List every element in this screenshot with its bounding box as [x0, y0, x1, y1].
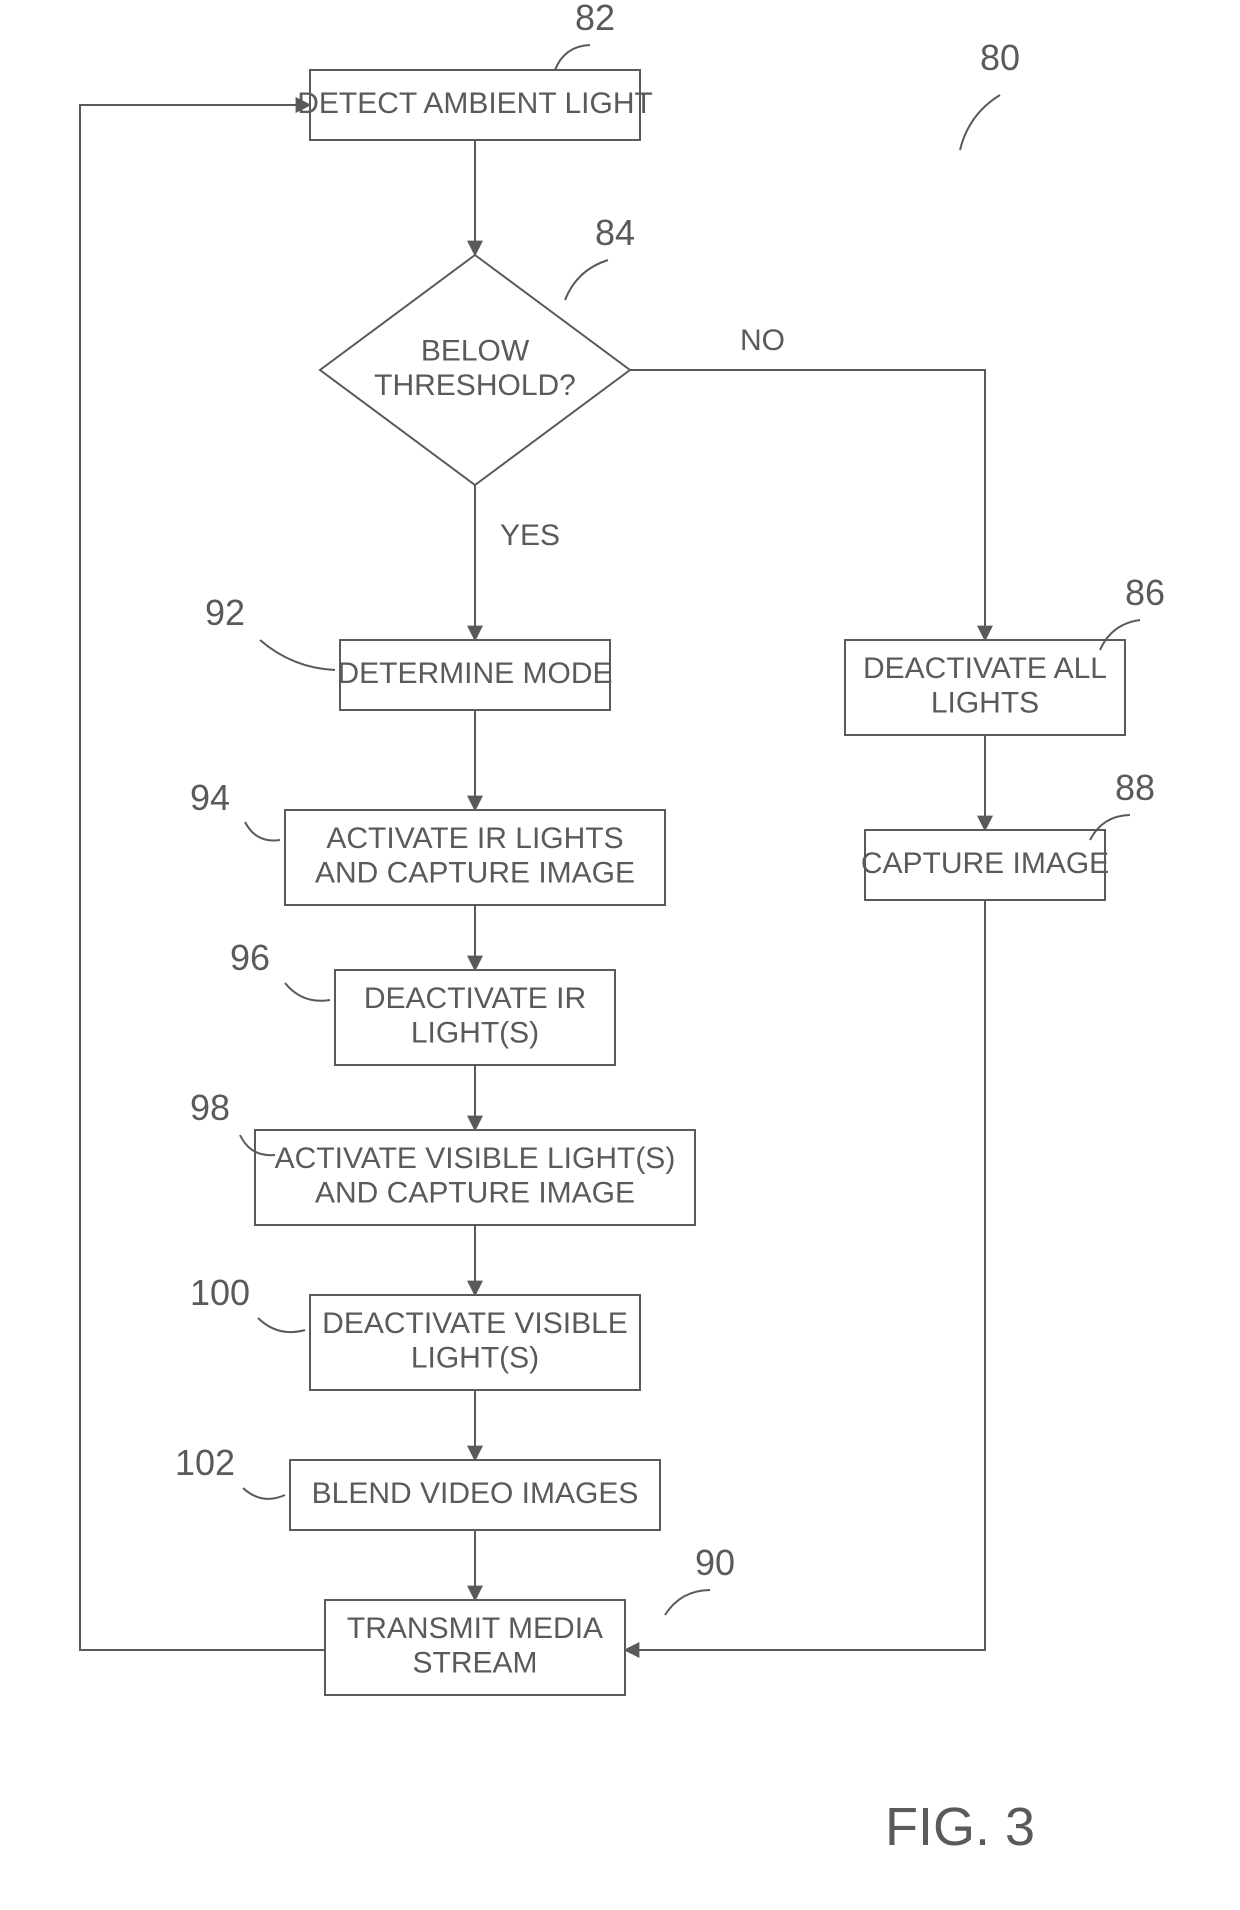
leader-92 — [260, 640, 335, 670]
box-b88-text: CAPTURE IMAGE — [861, 847, 1109, 880]
box-b94-text: ACTIVATE IR LIGHTS — [326, 822, 623, 855]
refnum-84: 84 — [595, 212, 635, 253]
leader-94 — [245, 822, 280, 840]
leader-84 — [565, 260, 608, 300]
decision-text: BELOW — [421, 335, 530, 368]
box-b86: DEACTIVATE ALLLIGHTS — [845, 640, 1125, 735]
leader-100 — [258, 1318, 305, 1332]
box-b90: TRANSMIT MEDIASTREAM — [325, 1600, 625, 1695]
leader-102 — [243, 1488, 285, 1499]
refnum-98: 98 — [190, 1087, 230, 1128]
edge-b88-b90 — [625, 900, 985, 1650]
leader-96 — [285, 983, 330, 1001]
box-b100-text: DEACTIVATE VISIBLE — [322, 1307, 628, 1340]
edge-label-yes: YES — [500, 519, 560, 552]
leader-80 — [960, 95, 1000, 150]
refnum-80: 80 — [980, 37, 1020, 78]
figure-label: FIG. 3 — [885, 1797, 1035, 1857]
process-boxes: DETECT AMBIENT LIGHT DETERMINE MODE ACTIVA… — [255, 70, 1125, 1695]
box-b98-text: ACTIVATE VISIBLE LIGHT(S) — [275, 1142, 676, 1175]
decision-text: THRESHOLD? — [374, 369, 576, 402]
box-b100-text: LIGHT(S) — [411, 1342, 539, 1375]
box-b98: ACTIVATE VISIBLE LIGHT(S)AND CAPTURE IMA… — [255, 1130, 695, 1225]
box-b92-text: DETERMINE MODE — [337, 657, 612, 690]
refnum-96: 96 — [230, 937, 270, 978]
leader-82 — [555, 45, 590, 70]
edge-d84-b86 — [630, 370, 985, 640]
box-b94-text: AND CAPTURE IMAGE — [315, 857, 635, 890]
box-b86-text: DEACTIVATE ALL — [863, 652, 1107, 685]
box-b96-text: DEACTIVATE IR — [364, 982, 586, 1015]
box-b102-text: BLEND VIDEO IMAGES — [312, 1477, 639, 1510]
refnum-82: 82 — [575, 0, 615, 38]
box-b86-text: LIGHTS — [931, 687, 1039, 720]
box-b82: DETECT AMBIENT LIGHT — [297, 70, 653, 140]
box-b82-text: DETECT AMBIENT LIGHT — [297, 87, 653, 120]
box-b102: BLEND VIDEO IMAGES — [290, 1460, 660, 1530]
box-b88: CAPTURE IMAGE — [861, 830, 1109, 900]
refnum-102: 102 — [175, 1442, 235, 1483]
box-b90-text: TRANSMIT MEDIA — [347, 1612, 603, 1645]
box-b92: DETERMINE MODE — [337, 640, 612, 710]
refnum-88: 88 — [1115, 767, 1155, 808]
refnum-100: 100 — [190, 1272, 250, 1313]
edge-label-no: NO — [740, 324, 785, 357]
decision-84: BELOWTHRESHOLD? — [320, 255, 630, 485]
refnum-94: 94 — [190, 777, 230, 818]
box-b90-text: STREAM — [412, 1647, 537, 1680]
box-b94: ACTIVATE IR LIGHTSAND CAPTURE IMAGE — [285, 810, 665, 905]
refnum-90: 90 — [695, 1542, 735, 1583]
box-b100: DEACTIVATE VISIBLELIGHT(S) — [310, 1295, 640, 1390]
refnum-92: 92 — [205, 592, 245, 633]
box-b98-text: AND CAPTURE IMAGE — [315, 1177, 635, 1210]
box-b96: DEACTIVATE IRLIGHT(S) — [335, 970, 615, 1065]
box-b96-text: LIGHT(S) — [411, 1017, 539, 1050]
leader-90 — [665, 1590, 710, 1615]
refnum-86: 86 — [1125, 572, 1165, 613]
